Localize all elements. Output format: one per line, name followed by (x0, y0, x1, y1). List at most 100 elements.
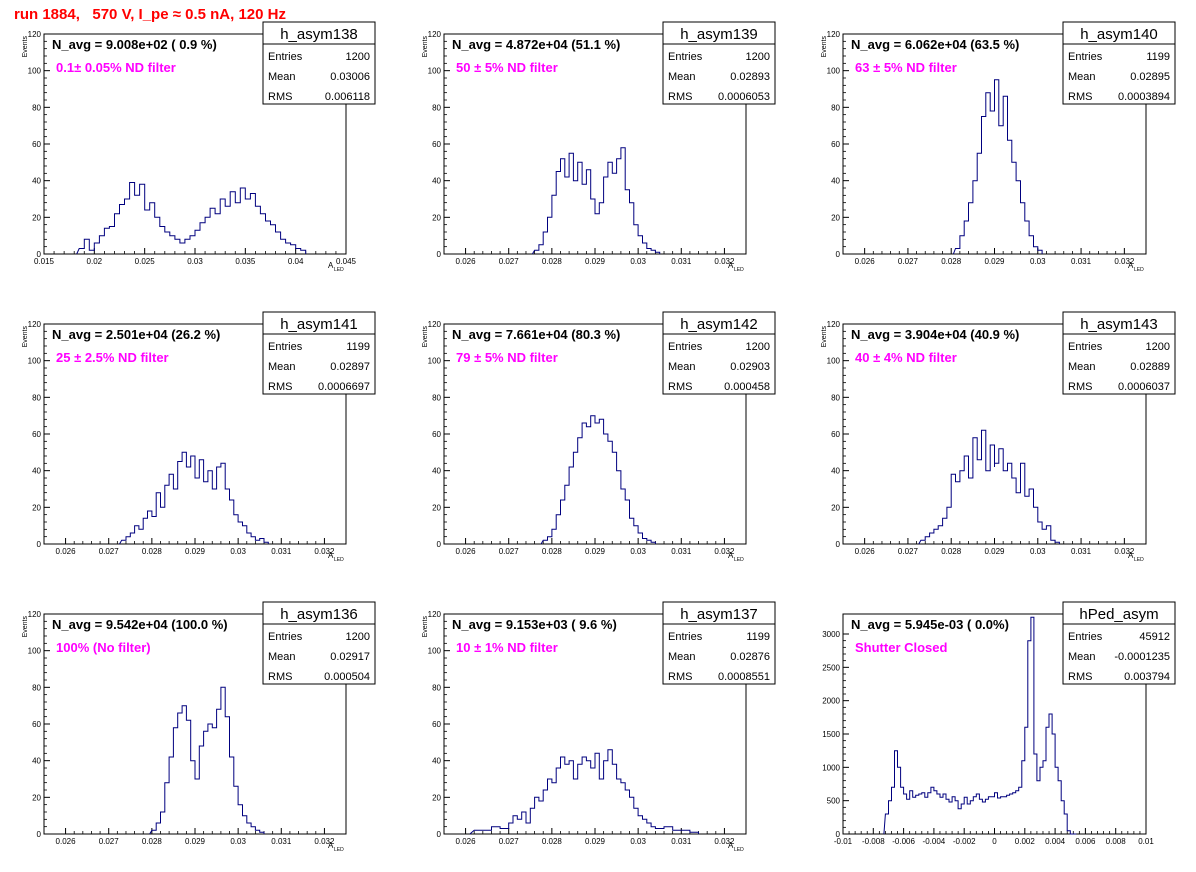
stats-value: 0.0006053 (718, 91, 770, 103)
y-tick-label: 80 (432, 393, 441, 402)
filter-annotation: 10 ± 1% ND filter (456, 640, 558, 655)
y-axis-label: Events (821, 326, 828, 348)
x-tick-label: 0.026 (456, 257, 477, 266)
stats-key: Entries (668, 341, 703, 353)
x-tick-label: 0.027 (99, 547, 120, 556)
x-tick-label: 0.026 (456, 837, 477, 846)
y-tick-label: 0 (437, 540, 442, 549)
x-tick-label: 0.03 (630, 257, 646, 266)
y-tick-label: 40 (831, 467, 840, 476)
stats-key: RMS (1068, 381, 1092, 393)
stats-value: 0.0006037 (1118, 381, 1170, 393)
y-tick-label: 80 (831, 393, 840, 402)
x-tick-label: 0.027 (898, 547, 919, 556)
histogram-series (952, 79, 1043, 255)
panel-h_asym140: 0 20 40 60 80 100 120 0.026 0.027 0.028 0.029 0.03 0… (821, 21, 1176, 273)
y-tick-label: 0 (37, 250, 42, 259)
stats-key: Mean (268, 361, 296, 373)
filter-annotation: 25 ± 2.5% ND filter (56, 350, 169, 365)
stats-key: Entries (1068, 631, 1103, 643)
y-axis-label: Events (22, 326, 29, 348)
run-title: run 1884, 570 V, I_pe ≈ 0.5 nA, 120 Hz (14, 6, 286, 23)
stats-key: Mean (668, 71, 696, 83)
x-tick-label: 0.032 (1114, 257, 1135, 266)
y-tick-label: 3000 (822, 630, 840, 639)
stats-value: 0.000504 (324, 671, 370, 683)
x-axis-label: A (728, 841, 734, 850)
x-tick-label: 0.026 (56, 837, 77, 846)
stats-value: 1200 (346, 51, 370, 63)
x-tick-label: 0.026 (56, 547, 77, 556)
stats-value: 0.02893 (730, 71, 770, 83)
y-tick-label: 80 (32, 393, 41, 402)
histogram-series (883, 616, 1077, 835)
histogram-series (469, 749, 699, 835)
navg-label: N_avg = 3.904e+04 (40.9 %) (851, 327, 1019, 342)
stats-key: Entries (1068, 341, 1103, 353)
x-axis-label-subscript: LED (734, 267, 744, 273)
x-tick-label: -0.01 (834, 837, 853, 846)
y-tick-label: 40 (432, 467, 441, 476)
stats-key: RMS (1068, 91, 1092, 103)
x-axis-label: A (1128, 551, 1134, 560)
histogram-name: h_asym143 (1080, 316, 1158, 333)
histogram-name: h_asym140 (1080, 26, 1158, 43)
y-axis-label: Events (422, 326, 429, 348)
stats-key: Mean (268, 651, 296, 663)
y-tick-label: 20 (32, 213, 41, 222)
y-tick-label: 120 (28, 30, 42, 39)
y-tick-label: 20 (32, 793, 41, 802)
x-tick-label: 0.02 (87, 257, 103, 266)
filter-annotation: 79 ± 5% ND filter (456, 350, 558, 365)
y-tick-label: 120 (428, 610, 442, 619)
filter-annotation: 100% (No filter) (56, 640, 151, 655)
histogram-name: h_asym136 (280, 606, 358, 623)
x-tick-label: 0.032 (714, 547, 735, 556)
x-tick-label: 0.03 (230, 547, 246, 556)
y-tick-label: 100 (428, 647, 442, 656)
stats-box (1062, 601, 1176, 685)
x-tick-label: -0.002 (953, 837, 976, 846)
navg-label: N_avg = 9.542e+04 (100.0 %) (52, 617, 228, 632)
x-tick-label: 0.04 (288, 257, 304, 266)
stats-value: 0.02897 (330, 361, 370, 373)
stats-value: 0.03006 (330, 71, 370, 83)
y-tick-label: 60 (32, 140, 41, 149)
x-tick-label: 0.031 (1071, 257, 1092, 266)
x-axis-label: A (328, 261, 334, 270)
stats-key: Entries (268, 631, 303, 643)
x-tick-label: 0.028 (142, 547, 163, 556)
stats-key: Entries (668, 51, 703, 63)
y-tick-label: 100 (827, 67, 841, 76)
x-tick-label: 0.032 (1114, 547, 1135, 556)
y-tick-label: 120 (827, 320, 841, 329)
x-tick-label: 0.031 (671, 257, 692, 266)
y-tick-label: 40 (831, 177, 840, 186)
x-tick-label: 0.032 (714, 257, 735, 266)
x-tick-label: 0.032 (314, 837, 335, 846)
x-tick-label: 0.026 (456, 547, 477, 556)
x-tick-label: 0.027 (99, 837, 120, 846)
y-tick-label: 40 (32, 467, 41, 476)
y-tick-label: 40 (432, 757, 441, 766)
stats-key: RMS (268, 381, 292, 393)
navg-label: N_avg = 5.945e-03 ( 0.0%) (851, 617, 1009, 632)
y-tick-label: 0 (836, 540, 841, 549)
stats-key: RMS (668, 91, 692, 103)
histogram-series (149, 686, 265, 835)
x-tick-label: 0.029 (585, 547, 606, 556)
x-tick-label: 0.031 (671, 837, 692, 846)
stats-value: 0.02917 (330, 651, 370, 663)
x-tick-label: 0.031 (671, 547, 692, 556)
y-tick-label: 2500 (822, 663, 840, 672)
stats-key: Entries (1068, 51, 1103, 63)
stats-value: -0.0001235 (1114, 651, 1170, 663)
navg-label: N_avg = 2.501e+04 (26.2 %) (52, 327, 220, 342)
y-axis-label: Events (22, 616, 29, 638)
y-tick-label: 80 (432, 103, 441, 112)
stats-value: 1200 (1146, 341, 1170, 353)
x-tick-label: 0.008 (1106, 837, 1127, 846)
stats-key: Mean (1068, 651, 1096, 663)
x-tick-label: 0.029 (185, 837, 206, 846)
